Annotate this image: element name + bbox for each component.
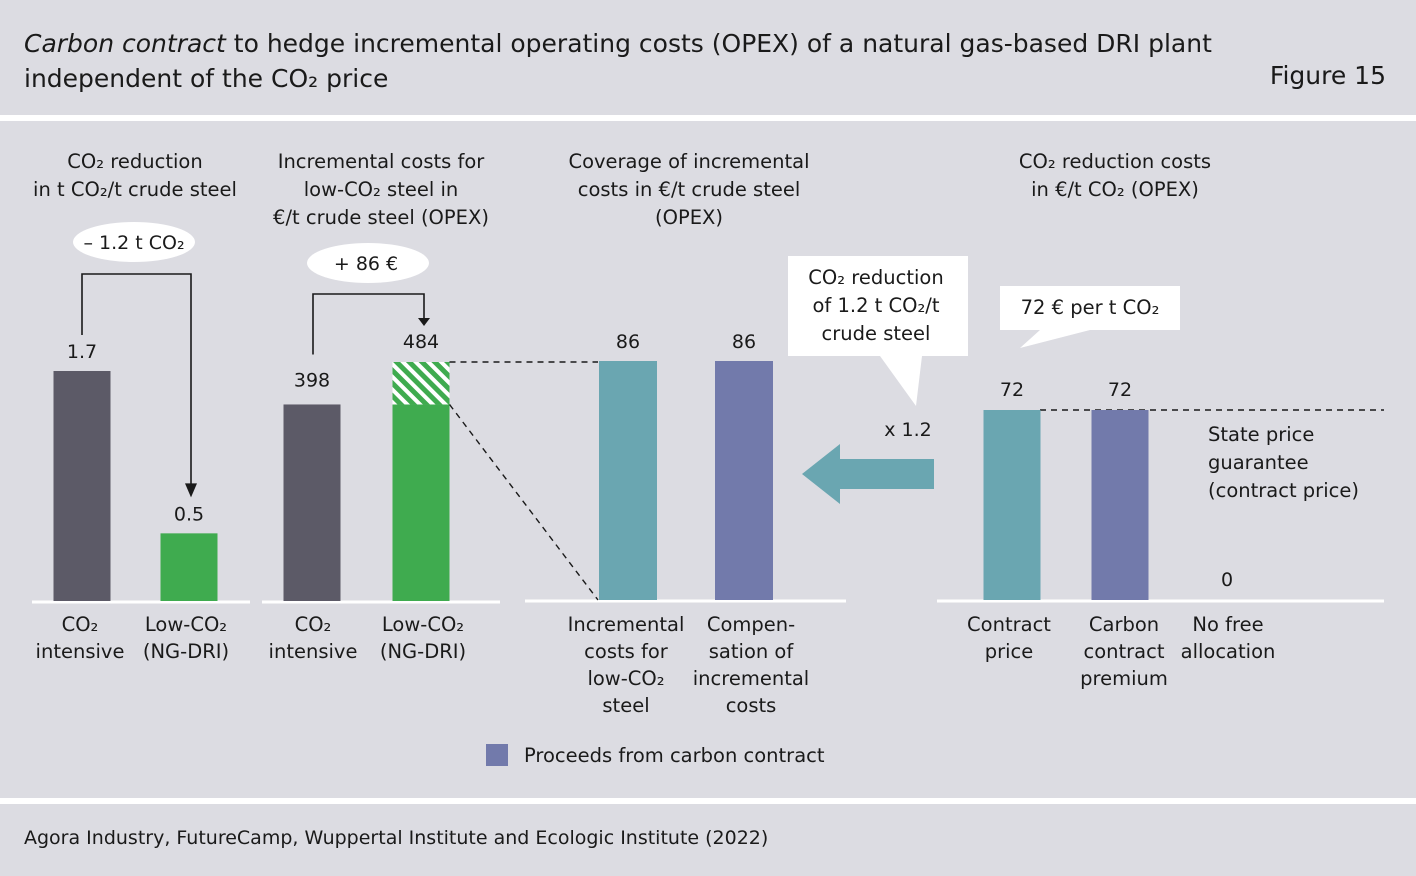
legend-swatch [486,744,508,766]
category-label-p3-2-line-3: incremental [693,667,809,690]
bar-coverage-1 [599,361,657,600]
value-label-coverage-2: 86 [732,331,756,353]
category-label-p3-2-line-4: costs [726,694,777,717]
bar-coverage-2 [715,361,773,600]
top-separator [0,115,1416,121]
category-label-p1-2-line-2: (NG-DRI) [143,640,229,663]
value-label-coverage-1: 86 [616,331,640,353]
co2-reduction-callout-line-1: CO₂ reduction [808,266,943,289]
category-label-p4-2-line-1: Carbon [1089,613,1159,636]
bar-reduction-cost-2 [1091,410,1149,600]
reduction-bracket-line [81,273,192,486]
bar-incremental-co2-intensive [283,404,341,601]
multiplier-label: x 1.2 [884,419,932,441]
panel-1-header-line-1: CO₂ reduction [67,150,202,173]
category-label-p3-2-line-2: sation of [709,640,795,663]
category-label-p4-1-line-2: price [985,640,1034,663]
category-label-p2-1-line-2: intensive [269,640,358,663]
increment-bubble-label: + 86 € [334,253,398,275]
bar-co2-reduction-2 [160,533,218,601]
co2-reduction-callout-line-3: crude steel [822,322,931,345]
value-label-reduction-cost-3: 0 [1221,569,1233,591]
category-label-p4-2-line-3: premium [1080,667,1168,690]
panel-3-header-line-1: Coverage of incremental [568,150,809,173]
state-price-guarantee-label-line-3: (contract price) [1208,479,1359,502]
bar-co2-reduction-1 [53,371,111,601]
panel-2-header-line-1: Incremental costs for [278,150,486,173]
title-italic: Carbon contract [24,29,226,58]
reduction-bubble [73,222,195,262]
value-label-incremental-1: 398 [294,369,330,391]
reduction-arrowhead [185,483,197,498]
category-label-p1-1-line-2: intensive [36,640,125,663]
value-label-incremental-2: 484 [403,331,439,353]
title-line-2: independent of the CO₂ price [24,64,389,93]
panel-4-header-line-1: CO₂ reduction costs [1019,150,1211,173]
panel-2-header-line-3: €/t crude steel (OPEX) [273,206,489,229]
panel-1-header-line-2: in t CO₂/t crude steel [33,178,237,201]
bar-reduction-cost-1 [983,410,1041,600]
state-price-guarantee-label-line-2: guarantee [1208,451,1309,474]
price-callout-label: 72 € per t CO₂ [1021,296,1160,319]
category-label-p4-3-line-2: allocation [1181,640,1276,663]
panel-4-header-line-2: in €/t CO₂ (OPEX) [1031,178,1199,201]
category-label-p4-3-line-1: No free [1192,613,1263,636]
bar-incremental-hatched-segment [392,362,450,405]
category-label-p4-2-line-2: contract [1084,640,1165,663]
category-label-p3-2-line-1: Compen- [707,613,795,636]
reduction-bubble-label: – 1.2 t CO₂ [83,232,184,254]
category-label-p1-1-line-1: CO₂ [62,613,99,636]
big-left-arrow [802,444,934,504]
category-label-p3-1-line-3: low-CO₂ [587,667,664,690]
category-label-p3-1-line-4: steel [602,694,649,717]
state-price-guarantee-label-line-1: State price [1208,423,1314,446]
category-label-p4-1-line-1: Contract [967,613,1051,636]
title-line-1: Carbon contract to hedge incremental ope… [24,26,1384,61]
co2-reduction-callout-line-2: of 1.2 t CO₂/t [812,294,939,317]
category-label-p3-1-line-2: costs for [584,640,669,663]
figure-label: Figure 15 [1269,61,1386,90]
category-label-p2-2-line-1: Low-CO₂ [382,613,464,636]
category-label-p2-1-line-1: CO₂ [295,613,332,636]
category-label-p3-1-line-1: Incremental [568,613,685,636]
chart-title: Carbon contract to hedge incremental ope… [24,26,1384,96]
value-label-reduction-cost-1: 72 [1000,379,1024,401]
bar-incremental-low-co2 [392,404,450,601]
increment-bracket-line [312,293,425,355]
category-label-p2-2-line-2: (NG-DRI) [380,640,466,663]
category-label-p1-2-line-1: Low-CO₂ [145,613,227,636]
value-label-co2-reduction-1: 1.7 [67,341,97,363]
dashed-projection-bottom [448,404,599,601]
panel-3-header-line-2: costs in €/t crude steel [578,178,801,201]
title-rest: to hedge incremental operating costs (OP… [225,29,1212,58]
co2-reduction-callout [788,256,968,406]
panel-3-header-line-3: (OPEX) [655,206,723,229]
bottom-separator [0,798,1416,804]
source-note: Agora Industry, FutureCamp, Wuppertal In… [24,827,769,849]
panel-2-header-line-2: low-CO₂ steel in [304,178,459,201]
value-label-co2-reduction-2: 0.5 [174,503,204,525]
increment-arrowhead [418,318,430,326]
increment-bubble [307,243,429,283]
price-callout [1000,286,1180,348]
legend-label: Proceeds from carbon contract [524,744,825,767]
value-label-reduction-cost-2: 72 [1108,379,1132,401]
